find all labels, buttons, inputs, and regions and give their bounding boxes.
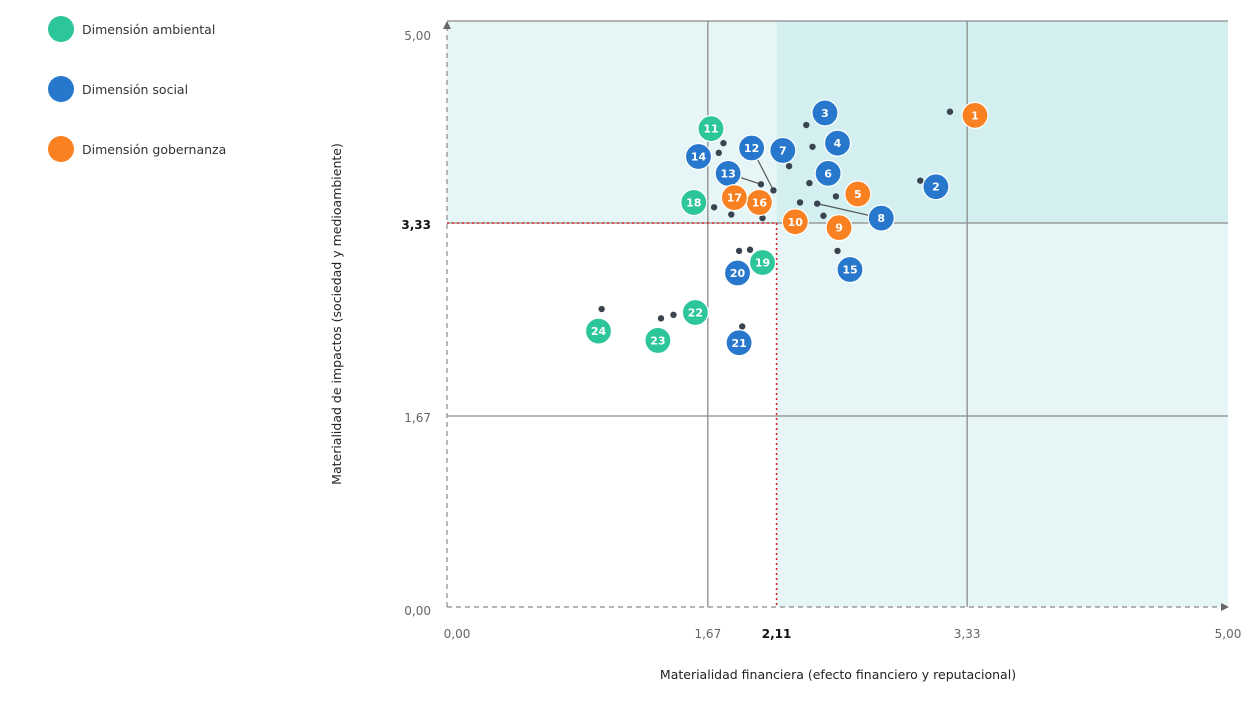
bubble-social (811, 99, 839, 127)
exact-point (809, 143, 816, 150)
bubble-ambiental (681, 298, 709, 327)
y-tick-label: 0,00 (404, 604, 431, 618)
legend-label: Dimensión gobernanza (82, 141, 227, 157)
y-axis-label: Materialidad de impactos (sociedad y med… (329, 143, 344, 485)
exact-point (820, 212, 827, 219)
legend-item-ambiental: Dimensión ambiental (48, 16, 226, 42)
bubble-social (769, 136, 797, 165)
bubble-label: 4 (834, 137, 842, 150)
exact-point (759, 214, 766, 222)
bubble-ambiental (584, 317, 613, 345)
legend-item-social: Dimensión social (48, 76, 226, 102)
exact-point (670, 311, 677, 319)
bubble-social (867, 204, 895, 232)
bubble-social (723, 259, 752, 287)
bubble-gobernanza (781, 208, 809, 236)
bubble-label: 11 (703, 123, 718, 136)
bubble-label: 7 (779, 144, 787, 157)
bubble-label: 8 (877, 212, 885, 225)
bubble-label: 20 (730, 267, 746, 280)
bubble-label: 18 (686, 196, 701, 209)
legend-swatch-social (48, 76, 74, 102)
exact-point (803, 121, 810, 129)
bubble-label: 17 (727, 192, 742, 205)
bubble-gobernanza (825, 214, 853, 242)
exact-point (785, 162, 793, 170)
quadrant-shade (776, 223, 1228, 607)
exact-point (796, 199, 804, 206)
x-tick-label: 0,00 (444, 627, 471, 641)
legend-swatch-gobernanza (48, 136, 74, 162)
exact-point (834, 247, 841, 255)
exact-point (715, 149, 722, 157)
legend-label: Dimensión social (82, 81, 189, 97)
bubble-ambiental (644, 326, 672, 355)
exact-point (598, 305, 605, 313)
bubble-label: 13 (721, 167, 736, 180)
exact-point (917, 177, 924, 184)
exact-point (770, 187, 777, 194)
exact-point (710, 204, 718, 211)
legend-label: Dimensión ambiental (82, 21, 216, 37)
legend-item-gobernanza: Dimensión gobernanza (48, 136, 226, 162)
exact-point (946, 108, 954, 115)
bubble-label: 5 (854, 188, 862, 201)
exact-point (735, 247, 743, 255)
bubble-label: 21 (731, 337, 746, 350)
exact-point (739, 323, 746, 330)
y-tick-label: 5,00 (404, 29, 431, 43)
exact-point (720, 139, 727, 147)
bubble-label: 19 (755, 257, 770, 270)
exact-point (657, 315, 665, 322)
x-tick-label: 2,11 (762, 627, 792, 641)
bubble-gobernanza (844, 180, 872, 208)
x-tick-label: 5,00 (1215, 627, 1242, 641)
exact-point (746, 246, 754, 253)
legend: Dimensión ambiental Dimensión social Dim… (48, 16, 226, 196)
bubble-label: 12 (744, 142, 759, 155)
bubble-social (922, 173, 950, 201)
x-axis-label: Materialidad financiera (efecto financie… (660, 667, 1016, 682)
bubble-label: 24 (591, 325, 607, 338)
bubble-social (836, 255, 864, 284)
bubble-ambiental (748, 248, 777, 277)
bubble-label: 10 (788, 216, 804, 229)
exact-point (813, 200, 821, 207)
bubble-ambiental (680, 188, 708, 217)
bubble-gobernanza (720, 183, 749, 212)
y-tick-label: 3,33 (401, 218, 431, 232)
legend-swatch-ambiental (48, 16, 74, 42)
exact-point (728, 211, 735, 218)
bubble-label: 15 (842, 264, 857, 277)
bubble-label: 23 (650, 334, 665, 347)
x-axis-arrow-icon (1221, 603, 1229, 611)
bubble-ambiental (697, 115, 725, 143)
bubble-label: 6 (824, 167, 832, 180)
exact-point (806, 179, 813, 187)
exact-point (832, 193, 840, 200)
bubble-social (814, 159, 842, 188)
x-tick-label: 1,67 (694, 627, 721, 641)
bubble-social (823, 129, 852, 157)
exact-point (757, 181, 765, 188)
bubble-label: 16 (752, 196, 768, 209)
bubble-label: 22 (688, 307, 703, 320)
bubble-social (684, 142, 713, 171)
bubble-gobernanza (961, 101, 989, 129)
bubble-label: 1 (971, 109, 979, 122)
y-axis-arrow-icon (443, 21, 451, 29)
bubble-label: 2 (932, 181, 940, 194)
bubble-social (737, 134, 766, 162)
x-tick-label: 3,33 (954, 627, 981, 641)
bubble-label: 14 (691, 150, 707, 163)
bubble-label: 9 (835, 222, 843, 235)
bubble-label: 3 (821, 107, 829, 120)
bubble-social (725, 329, 753, 357)
y-tick-label: 1,67 (404, 411, 431, 425)
